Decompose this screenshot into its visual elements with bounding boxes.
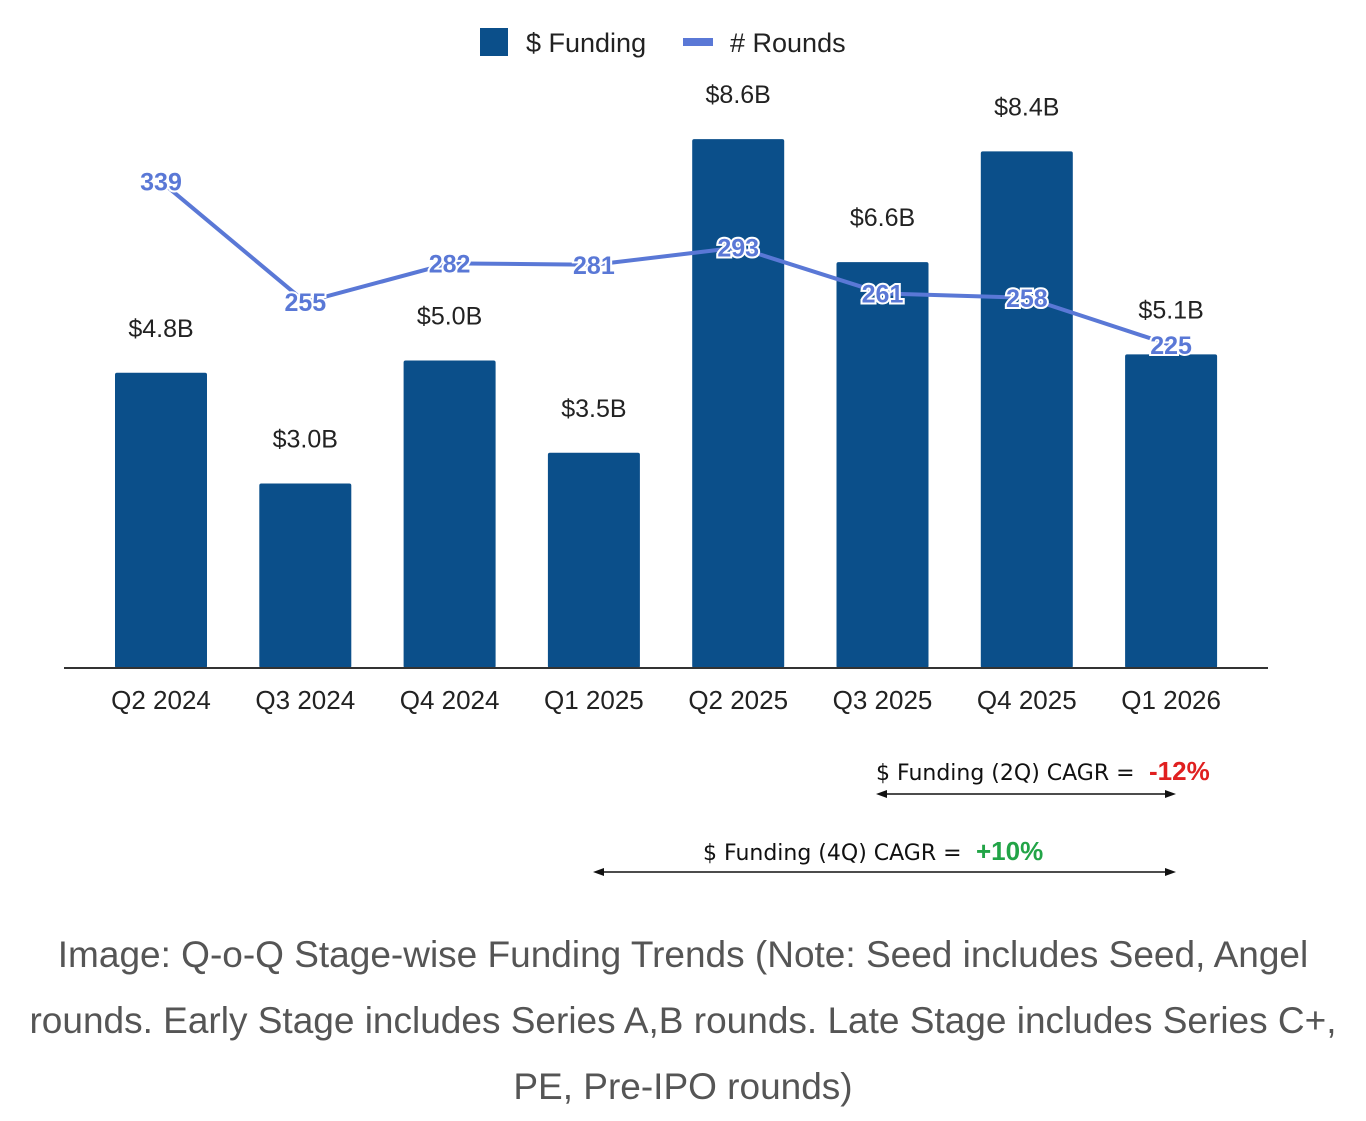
image-caption: Image: Q-o-Q Stage-wise Funding Trends (…	[29, 934, 1337, 1107]
rounds-line	[159, 180, 1172, 348]
rounds-value-label: 282	[429, 250, 471, 278]
bar-q3-2024	[259, 483, 352, 668]
cagr-2q-label: $ Funding (2Q) CAGR =	[876, 761, 1135, 786]
cagr-4q-arrowhead-right	[1165, 868, 1176, 876]
rounds-value-label: 339	[140, 169, 182, 197]
category-labels: Q2 2024 Q3 2024 Q4 2024 Q1 2025 Q2 2025 Q3 20…	[111, 685, 1221, 715]
rounds-value-label: 255	[284, 289, 326, 317]
bar-value-label: $6.6B	[850, 204, 915, 232]
legend-swatch-funding	[480, 28, 508, 56]
category-label: Q3 2024	[255, 685, 355, 715]
cagr-4q-label: $ Funding (4Q) CAGR =	[703, 841, 962, 866]
bar-value-label: $5.0B	[417, 303, 482, 331]
cagr-4q-annotation: $ Funding (4Q) CAGR = +10%	[593, 836, 1176, 876]
bar-value-label: $8.4B	[994, 93, 1059, 121]
bar-value-label: $5.1B	[1138, 296, 1203, 324]
bar-series	[115, 139, 1218, 669]
bar-value-label: $3.0B	[273, 426, 338, 454]
bar-q1-2025	[547, 452, 640, 668]
legend-label-funding: $ Funding	[526, 28, 646, 58]
bar-q4-2024	[403, 360, 496, 668]
rounds-value-label: 258	[1006, 285, 1048, 313]
rounds-value-label: 293	[717, 235, 759, 263]
category-label: Q1 2026	[1121, 685, 1221, 715]
bar-q3-2025	[836, 262, 929, 668]
bar-value-label: $4.8B	[128, 315, 193, 343]
legend-label-rounds: # Rounds	[730, 28, 846, 58]
bar-q2-2024	[115, 372, 207, 668]
cagr-2q-arrowhead-right	[1165, 790, 1176, 798]
bar-q1-2026	[1125, 354, 1218, 668]
cagr-4q-arrowhead-left	[593, 868, 604, 876]
legend: $ Funding # Rounds	[480, 28, 846, 58]
bar-q2-2025	[692, 139, 785, 669]
cagr-2q-value: -12%	[1149, 756, 1210, 786]
rounds-value-label: 261	[862, 280, 904, 308]
cagr-2q-arrowhead-left	[876, 790, 887, 798]
rounds-value-label: 281	[573, 252, 615, 280]
cagr-4q-value: +10%	[976, 836, 1043, 866]
chart: $ Funding # Rounds Q2 2024 Q3 2024 Q4 2024…	[64, 28, 1268, 876]
category-label: Q3 2025	[833, 685, 933, 715]
legend-swatch-rounds	[683, 38, 713, 46]
rounds-value-label: 225	[1150, 332, 1192, 360]
line-value-labels: 339 255 282 281 293 261 258 225	[138, 167, 1194, 363]
bar-q4-2025	[980, 151, 1073, 668]
category-label: Q2 2025	[688, 685, 788, 715]
bar-value-label: $3.5B	[561, 395, 626, 423]
bar-value-label: $8.6B	[706, 81, 771, 109]
line-series	[159, 180, 1172, 348]
category-label: Q1 2025	[544, 685, 644, 715]
bar-value-labels: $4.8B $3.0B $5.0B $3.5B $8.6B $6.6B $8.4B $5.1B	[128, 81, 1203, 453]
cagr-2q-annotation: $ Funding (2Q) CAGR = -12%	[876, 756, 1210, 798]
category-label: Q4 2024	[400, 685, 500, 715]
category-label: Q4 2025	[977, 685, 1077, 715]
category-label: Q2 2024	[111, 685, 211, 715]
